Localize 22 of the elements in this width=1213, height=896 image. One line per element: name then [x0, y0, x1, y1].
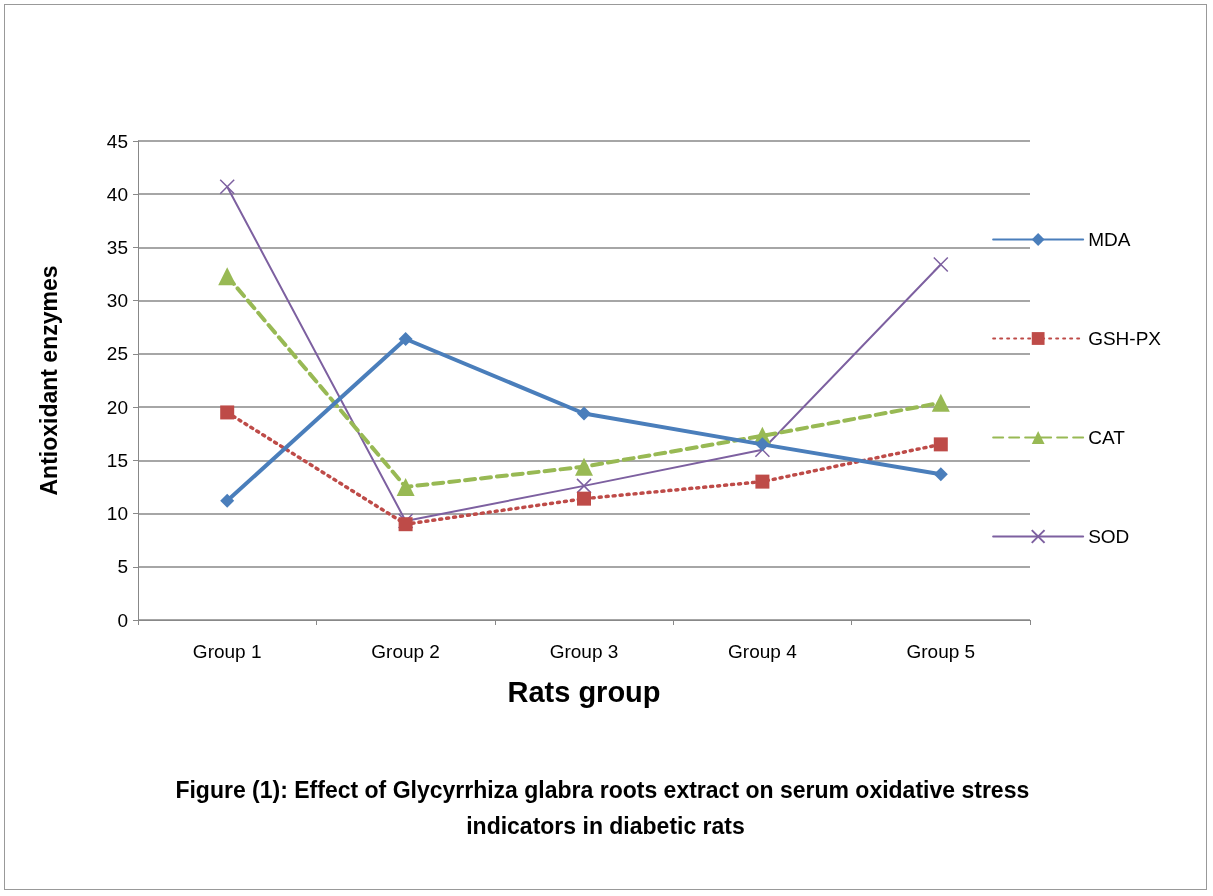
x-tick-label: Group 2	[371, 641, 440, 662]
legend-label: CAT	[1088, 427, 1126, 448]
y-tick-label: 40	[106, 183, 128, 205]
x-tick-label: Group 3	[549, 641, 619, 662]
y-axis-title: Antioxidant enzymes	[35, 265, 62, 496]
y-tick-label: 0	[117, 609, 128, 631]
text: Figure (1): Effect of Glycyrrhiza glabra roots extract on serum oxidative stress indicators in diabetic rats	[175, 777, 1036, 839]
y-tick-label: 20	[106, 396, 128, 418]
y-tick-label: 35	[106, 236, 128, 258]
legend-label: MDA	[1088, 229, 1131, 250]
legend-label: GSH-PX	[1088, 328, 1162, 349]
x-tick-label: Group 1	[192, 641, 262, 662]
y-tick-label: 45	[106, 130, 128, 152]
y-tick-label: 10	[106, 503, 128, 525]
y-tick-label: 25	[106, 343, 128, 365]
legend-label: SOD	[1088, 526, 1130, 547]
y-tick-label: 30	[106, 290, 128, 312]
y-tick-label: 15	[106, 449, 128, 471]
x-axis-title: Rats group	[507, 675, 661, 708]
x-tick-label: Group 4	[728, 641, 798, 662]
y-tick-label: 5	[117, 556, 128, 578]
x-tick-label: Group 5	[906, 641, 976, 662]
